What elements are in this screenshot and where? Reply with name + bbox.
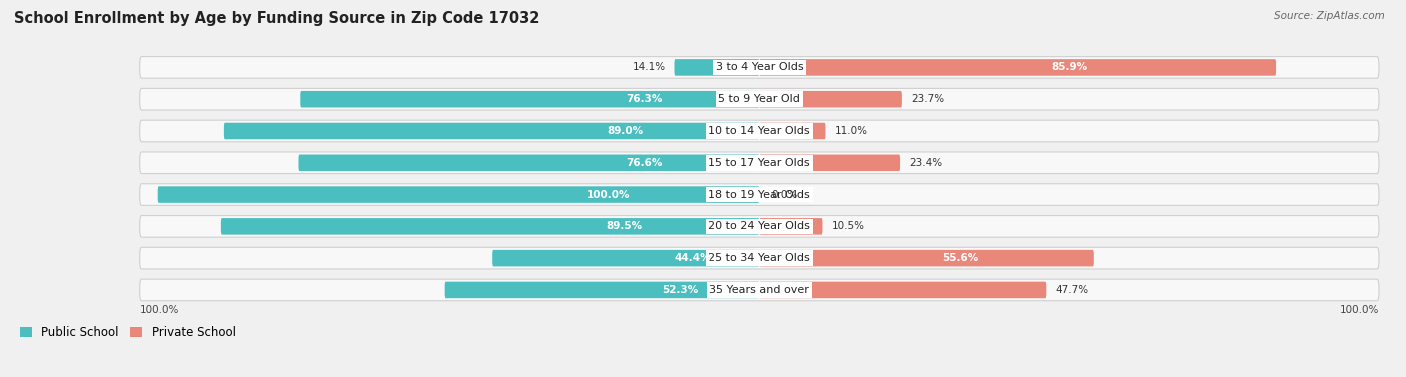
FancyBboxPatch shape — [759, 91, 901, 107]
FancyBboxPatch shape — [221, 218, 759, 234]
FancyBboxPatch shape — [224, 123, 759, 139]
Text: 44.4%: 44.4% — [675, 253, 711, 263]
FancyBboxPatch shape — [139, 247, 1379, 269]
FancyBboxPatch shape — [492, 250, 759, 267]
Text: 100.0%: 100.0% — [139, 305, 179, 315]
FancyBboxPatch shape — [139, 120, 1379, 142]
FancyBboxPatch shape — [759, 282, 1046, 298]
Text: 23.4%: 23.4% — [910, 158, 942, 168]
Text: School Enrollment by Age by Funding Source in Zip Code 17032: School Enrollment by Age by Funding Sour… — [14, 11, 540, 26]
Text: 15 to 17 Year Olds: 15 to 17 Year Olds — [709, 158, 810, 168]
Text: 23.7%: 23.7% — [911, 94, 943, 104]
FancyBboxPatch shape — [157, 186, 759, 203]
FancyBboxPatch shape — [139, 184, 1379, 205]
Text: 35 Years and over: 35 Years and over — [710, 285, 810, 295]
Text: 55.6%: 55.6% — [942, 253, 979, 263]
Text: 0.0%: 0.0% — [772, 190, 797, 199]
FancyBboxPatch shape — [759, 123, 825, 139]
FancyBboxPatch shape — [675, 59, 759, 76]
Text: 20 to 24 Year Olds: 20 to 24 Year Olds — [709, 221, 810, 231]
FancyBboxPatch shape — [301, 91, 759, 107]
FancyBboxPatch shape — [139, 279, 1379, 301]
FancyBboxPatch shape — [759, 250, 1094, 267]
FancyBboxPatch shape — [139, 152, 1379, 173]
FancyBboxPatch shape — [139, 57, 1379, 78]
FancyBboxPatch shape — [444, 282, 759, 298]
FancyBboxPatch shape — [759, 218, 823, 234]
Text: 100.0%: 100.0% — [588, 190, 631, 199]
Text: 10.5%: 10.5% — [831, 221, 865, 231]
Text: 100.0%: 100.0% — [1340, 305, 1379, 315]
FancyBboxPatch shape — [139, 88, 1379, 110]
Text: 11.0%: 11.0% — [835, 126, 868, 136]
Text: 89.0%: 89.0% — [607, 126, 644, 136]
FancyBboxPatch shape — [298, 155, 759, 171]
Text: 18 to 19 Year Olds: 18 to 19 Year Olds — [709, 190, 810, 199]
Text: 5 to 9 Year Old: 5 to 9 Year Old — [718, 94, 800, 104]
FancyBboxPatch shape — [759, 59, 1277, 76]
Text: 25 to 34 Year Olds: 25 to 34 Year Olds — [709, 253, 810, 263]
Text: 52.3%: 52.3% — [662, 285, 699, 295]
Text: 89.5%: 89.5% — [606, 221, 643, 231]
FancyBboxPatch shape — [759, 155, 900, 171]
Text: Source: ZipAtlas.com: Source: ZipAtlas.com — [1274, 11, 1385, 21]
Text: 76.3%: 76.3% — [626, 94, 662, 104]
Text: 14.1%: 14.1% — [633, 63, 665, 72]
Text: 85.9%: 85.9% — [1052, 63, 1087, 72]
Legend: Public School, Private School: Public School, Private School — [15, 321, 240, 344]
Text: 76.6%: 76.6% — [626, 158, 662, 168]
Text: 10 to 14 Year Olds: 10 to 14 Year Olds — [709, 126, 810, 136]
Text: 3 to 4 Year Olds: 3 to 4 Year Olds — [716, 63, 803, 72]
FancyBboxPatch shape — [139, 216, 1379, 237]
Text: 47.7%: 47.7% — [1056, 285, 1088, 295]
